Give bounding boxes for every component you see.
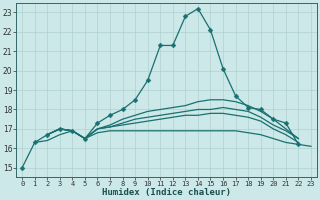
X-axis label: Humidex (Indice chaleur): Humidex (Indice chaleur) xyxy=(102,188,231,197)
